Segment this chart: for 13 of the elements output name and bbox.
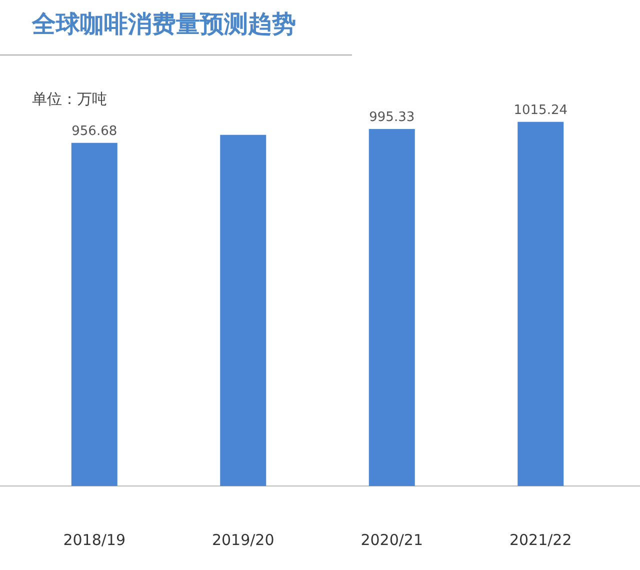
chart-title: 全球咖啡消费量预测趋势: [31, 9, 296, 38]
data-label: 1015.24: [514, 102, 568, 118]
data-label: 995.33: [369, 110, 415, 125]
x-tick-label: 2018/19: [63, 531, 126, 549]
x-tick-label: 2021/22: [509, 531, 572, 549]
bar: [518, 122, 564, 486]
bar: [71, 142, 118, 486]
text: 单位：万吨: [32, 90, 107, 108]
data-label: 956.68: [72, 124, 118, 139]
bar: [220, 134, 266, 486]
x-tick-label: 2020/21: [360, 531, 424, 549]
bar: [368, 128, 415, 486]
x-tick-label: 2019/20: [212, 531, 274, 549]
